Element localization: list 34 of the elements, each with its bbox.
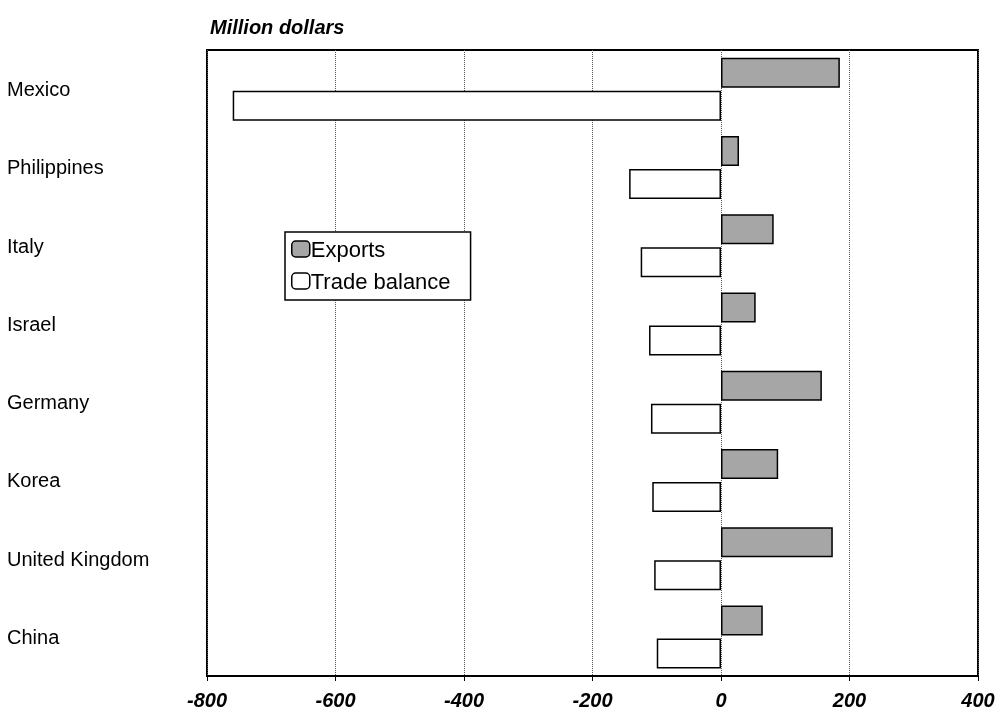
y-tick-label: Philippines [7, 156, 104, 179]
bar [721, 135, 739, 166]
y-tick-label: Korea [7, 469, 62, 492]
x-tick-label: 0 [715, 689, 727, 711]
bar [232, 90, 721, 121]
x-tick-label: -400 [443, 689, 485, 711]
bar [640, 247, 721, 278]
y-tick-label: China [7, 625, 61, 648]
bar [721, 292, 756, 323]
x-tick-label: -200 [572, 689, 613, 711]
bar [654, 560, 721, 591]
y-tick-label: Germany [7, 391, 90, 414]
chart-title: Million dollars [210, 16, 345, 38]
x-tick-label: 400 [960, 689, 995, 711]
bar [721, 448, 779, 479]
bar [721, 527, 833, 558]
y-tick-label: United Kingdom [7, 547, 150, 570]
bar [721, 605, 763, 636]
bar [656, 638, 721, 669]
bar [650, 403, 721, 434]
x-tick-label: -800 [186, 689, 228, 711]
y-tick-label: Italy [7, 234, 44, 257]
bar [721, 370, 822, 401]
y-tick-label: Mexico [7, 78, 71, 101]
x-tick-label: 200 [831, 689, 867, 711]
bar [721, 57, 840, 88]
bar [652, 481, 721, 512]
legend-label: Trade balance [310, 268, 451, 294]
bar [721, 214, 774, 245]
bar [649, 325, 721, 356]
y-tick-label: Israel [7, 312, 56, 335]
legend-label: Exports [310, 236, 386, 262]
x-tick-label: -600 [315, 689, 356, 711]
bar [629, 168, 721, 199]
